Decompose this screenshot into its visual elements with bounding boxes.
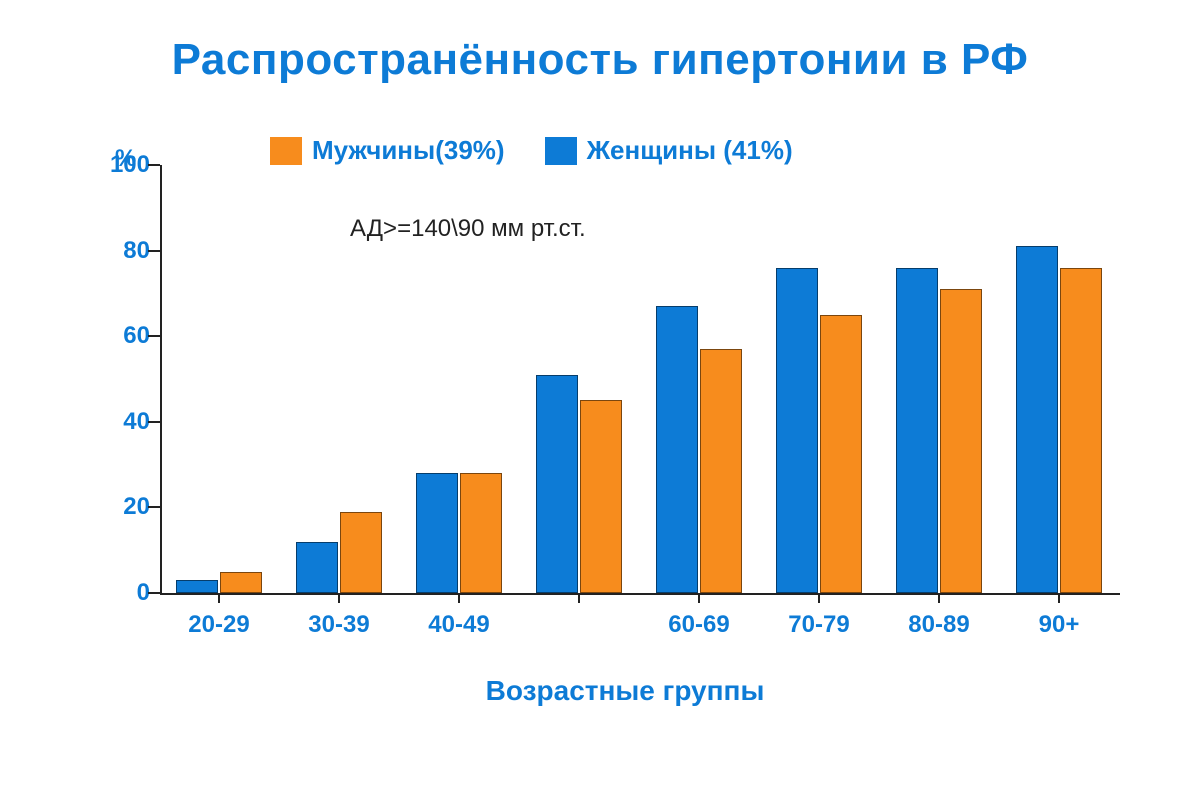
x-tick-label: 80-89: [879, 611, 999, 639]
x-tick-label: 90+: [999, 611, 1119, 639]
y-tick-label: 40: [100, 408, 150, 436]
x-tick-mark: [218, 593, 220, 603]
bar-men: [580, 400, 622, 593]
x-axis-label: Возрастные группы: [120, 675, 1130, 707]
chart-container: % Мужчины(39%) Женщины (41%) АД>=140\90 …: [120, 145, 1130, 635]
legend-item-men: Мужчины(39%): [270, 135, 505, 166]
x-tick-label: 30-39: [279, 611, 399, 639]
page: Распространённость гипертонии в РФ % Муж…: [0, 0, 1200, 800]
x-tick-mark: [458, 593, 460, 603]
bar-women: [296, 542, 338, 593]
legend-swatch-women: [545, 137, 577, 165]
chart-title: Распространённость гипертонии в РФ: [0, 35, 1200, 85]
x-tick-label: 40-49: [399, 611, 519, 639]
y-tick-mark: [148, 506, 160, 508]
y-tick-label: 100: [100, 151, 150, 179]
bar-women: [776, 268, 818, 593]
x-tick-mark: [1058, 593, 1060, 603]
x-tick-mark: [938, 593, 940, 603]
bar-men: [700, 349, 742, 593]
y-tick-label: 80: [100, 237, 150, 265]
x-tick-mark: [338, 593, 340, 603]
bar-women: [656, 306, 698, 593]
x-tick-mark: [698, 593, 700, 603]
legend-label-women: Женщины (41%): [587, 135, 793, 166]
bar-men: [220, 572, 262, 593]
y-tick-label: 60: [100, 322, 150, 350]
y-tick-mark: [148, 250, 160, 252]
y-tick-mark: [148, 164, 160, 166]
legend-item-women: Женщины (41%): [545, 135, 793, 166]
bar-men: [820, 315, 862, 593]
x-tick-label: 70-79: [759, 611, 879, 639]
y-tick-mark: [148, 421, 160, 423]
legend-swatch-men: [270, 137, 302, 165]
x-tick-mark: [818, 593, 820, 603]
legend: Мужчины(39%) Женщины (41%): [270, 135, 793, 166]
y-tick-mark: [148, 335, 160, 337]
bars-area: [160, 165, 1120, 593]
bar-men: [460, 473, 502, 593]
bar-women: [176, 580, 218, 593]
x-tick-label: 20-29: [159, 611, 279, 639]
bar-women: [536, 375, 578, 593]
y-tick-label: 20: [100, 493, 150, 521]
x-tick-label: 60-69: [639, 611, 759, 639]
y-tick-mark: [148, 592, 160, 594]
legend-label-men: Мужчины(39%): [312, 135, 505, 166]
bar-men: [940, 289, 982, 593]
bar-men: [340, 512, 382, 593]
y-tick-label: 0: [100, 579, 150, 607]
bar-men: [1060, 268, 1102, 593]
x-tick-mark: [578, 593, 580, 603]
bar-women: [896, 268, 938, 593]
bar-women: [416, 473, 458, 593]
bar-women: [1016, 246, 1058, 593]
